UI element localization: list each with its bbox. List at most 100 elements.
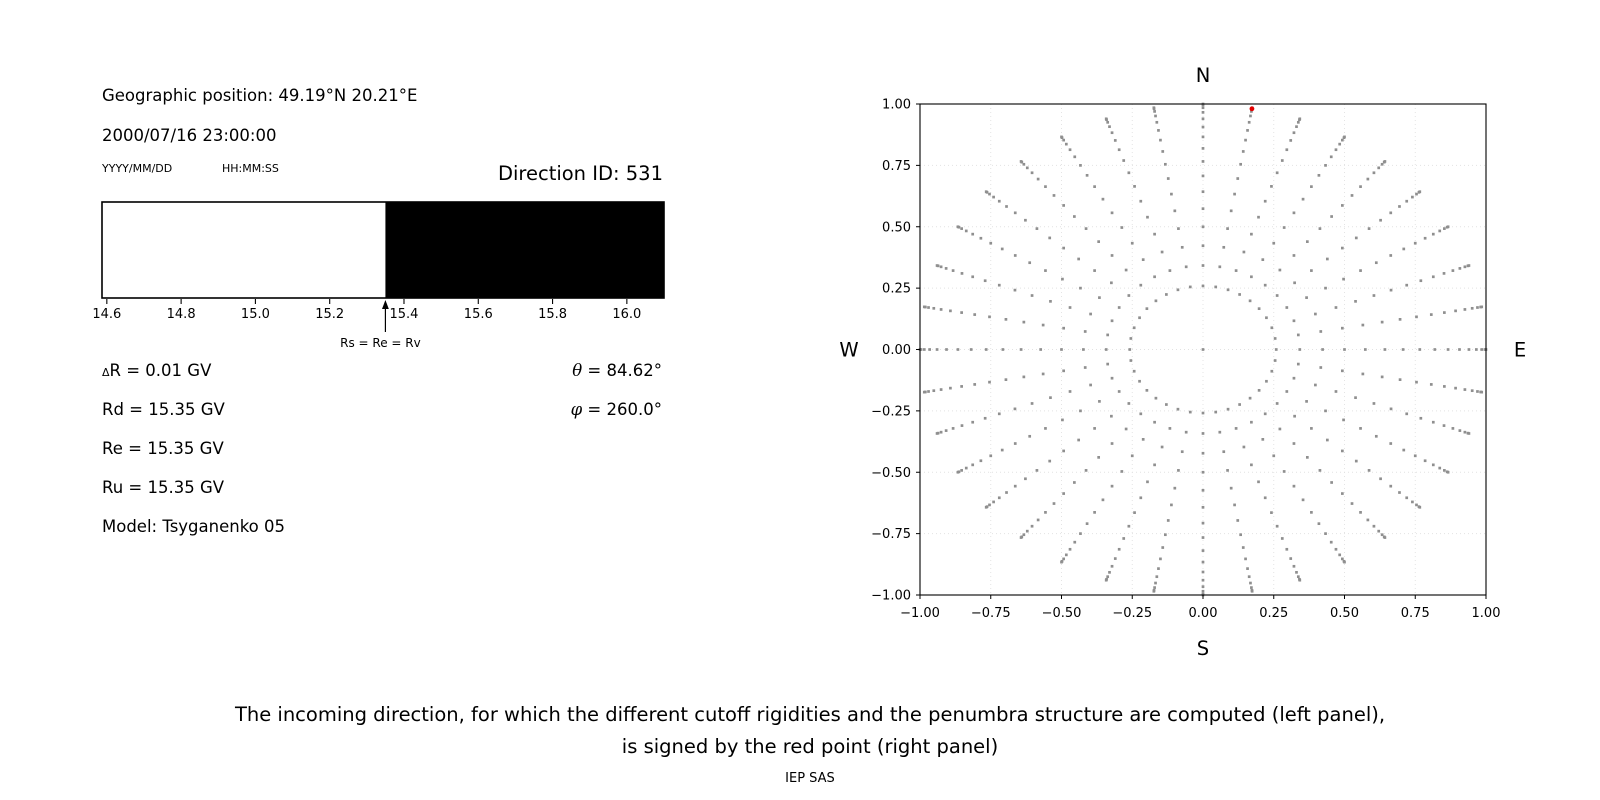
direction-dot: [1402, 448, 1406, 452]
direction-dot: [1374, 261, 1378, 265]
direction-dot: [1001, 348, 1005, 351]
y-tick-label: −0.50: [871, 466, 911, 481]
direction-dot: [1201, 589, 1205, 593]
direction-dot: [1117, 306, 1121, 309]
direction-dot: [1480, 348, 1484, 351]
direction-dot: [1305, 240, 1309, 243]
direction-dot: [1341, 492, 1344, 495]
direction-dot: [1127, 524, 1131, 528]
direction-dot: [1429, 383, 1433, 386]
direction-dot: [1098, 400, 1101, 403]
direction-dot: [1272, 241, 1276, 245]
phi-symbol: φ: [570, 400, 583, 419]
direction-dot: [1275, 171, 1279, 175]
direction-dot: [1341, 369, 1344, 373]
direction-dot: [1325, 438, 1329, 442]
direction-dot: [1127, 171, 1131, 175]
y-tick-label: −0.75: [871, 527, 911, 542]
direction-dot: [1334, 148, 1338, 152]
direction-dot: [1250, 586, 1253, 589]
direction-dot: [1241, 546, 1245, 549]
direction-dot: [1154, 581, 1157, 585]
direction-dot: [971, 232, 975, 236]
direction-dot: [1363, 348, 1367, 351]
direction-dot: [1035, 227, 1039, 230]
direction-dot: [1257, 307, 1261, 311]
direction-dot: [1049, 396, 1052, 400]
direction-dot: [1238, 403, 1241, 406]
direction-dot: [1153, 110, 1156, 113]
direction-dot: [1146, 480, 1149, 484]
direction-dot: [1296, 333, 1300, 337]
direction-dot: [1110, 484, 1114, 488]
direction-dot: [1405, 283, 1409, 287]
datetime-text: 2000/07/16 23:00:00: [102, 126, 277, 145]
direction-dot: [1463, 265, 1467, 269]
direction-dot: [945, 348, 948, 351]
direction-dot: [1124, 268, 1128, 272]
direction-dot: [1201, 432, 1205, 435]
direction-dot: [1265, 316, 1268, 320]
direction-dot: [1372, 524, 1376, 528]
figure-caption-line2: is signed by the red point (right panel): [621, 735, 999, 758]
direction-dot: [1443, 385, 1446, 388]
direction-dot: [1423, 236, 1427, 240]
direction-dot: [1310, 269, 1313, 272]
x-tick-label: 1.00: [1472, 606, 1501, 621]
direction-dot: [1341, 246, 1344, 250]
direction-dot: [1062, 246, 1065, 250]
direction-dot: [1480, 305, 1484, 309]
direction-dot: [1201, 244, 1205, 248]
x-tick-label: 15.8: [538, 307, 567, 322]
direction-dot: [1073, 155, 1077, 159]
direction-dot: [1470, 306, 1474, 310]
direction-dot: [1341, 449, 1344, 453]
direction-dot: [1389, 442, 1393, 445]
direction-dot: [1073, 540, 1077, 544]
direction-dot: [1022, 162, 1026, 166]
compass-label-s: S: [1197, 637, 1209, 660]
direction-dot: [1463, 308, 1467, 311]
direction-dot: [1270, 185, 1273, 188]
direction-dot: [992, 500, 995, 504]
direction-dot: [1310, 185, 1313, 188]
direction-dot: [1176, 407, 1180, 411]
direction-dot: [1354, 299, 1357, 303]
direction-dot: [1184, 430, 1188, 434]
direction-dot: [935, 432, 939, 435]
direction-dot: [1013, 407, 1017, 411]
direction-dot: [1263, 412, 1267, 416]
direction-dot: [1222, 245, 1226, 249]
penumbra-frame: [101, 201, 665, 299]
direction-dot: [988, 315, 991, 319]
direction-dot: [1201, 488, 1205, 492]
direction-dot: [1343, 135, 1346, 139]
direction-dot: [1278, 268, 1282, 272]
direction-dot: [1257, 480, 1260, 484]
direction-dot: [1201, 578, 1205, 582]
x-tick-label: 14.8: [167, 307, 196, 322]
direction-dot: [960, 424, 964, 427]
direction-dot: [1359, 427, 1362, 430]
direction-dot: [1127, 402, 1131, 405]
direction-dot: [1367, 227, 1371, 230]
direction-dot: [1036, 518, 1040, 522]
direction-dot: [992, 195, 995, 199]
delta-r-value: ΔR = 0.01 GV: [102, 361, 211, 380]
direction-dot: [1325, 257, 1329, 261]
direction-dot: [1019, 536, 1023, 539]
direction-dot: [1354, 459, 1358, 463]
direction-dot: [1341, 138, 1344, 142]
direction-dot: [989, 241, 993, 245]
direction-dot: [1273, 359, 1277, 362]
direction-dot: [1044, 511, 1047, 514]
x-tick-label: 14.6: [92, 307, 121, 322]
direction-dot: [1418, 348, 1422, 351]
direction-dot: [1052, 194, 1056, 197]
direction-dot: [1013, 254, 1017, 257]
x-tick-label: −0.75: [971, 606, 1011, 621]
direction-dot: [935, 264, 939, 267]
direction-dot: [1108, 570, 1111, 574]
figure-caption-line1: The incoming direction, for which the di…: [234, 703, 1386, 726]
direction-dot: [1418, 190, 1422, 194]
